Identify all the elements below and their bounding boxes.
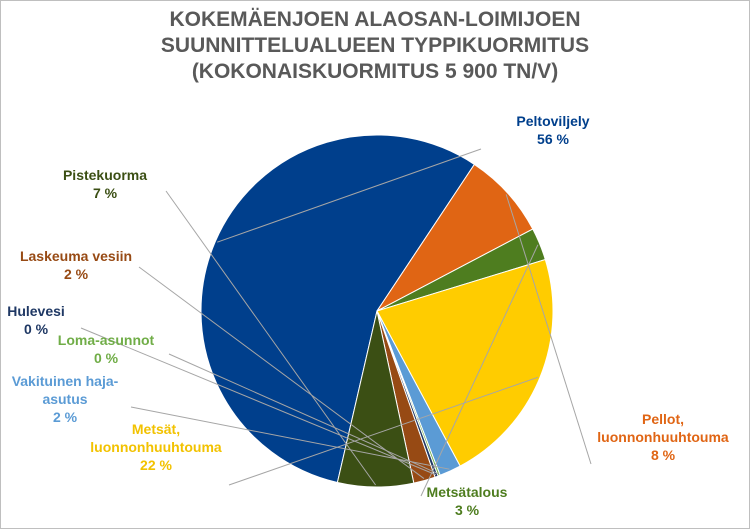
leader-line [505, 194, 592, 465]
slice-label: Hulevesi 0 % [7, 303, 65, 337]
slice-label: Metsätalous 3 % [427, 484, 508, 518]
chart-title: KOKEMÄENJOEN ALAOSAN-LOIMIJOEN SUUNNITTE… [1, 7, 749, 85]
pie-slice [336, 310, 415, 488]
leader-line [420, 244, 539, 497]
slice-label: Laskeuma vesiin 2 % [20, 248, 132, 282]
pie-slice [376, 258, 554, 467]
chart-title-line-1: KOKEMÄENJOEN ALAOSAN-LOIMIJOEN [169, 8, 581, 31]
chart-title-line-2: SUUNNITTELUALUEEN TYPPIKUORMITUS [160, 34, 590, 57]
slice-labels: Peltoviljely 56 % Pellot, luonnonhuuhtouma 8… [7, 113, 729, 518]
slice-label: Pistekuorma 7 % [63, 167, 147, 201]
leader-lines [80, 148, 592, 497]
slice-label: Metsät, luonnonhuuhtouma 22 % [90, 421, 222, 473]
slice-label: Vakituinen haja-asutus 2 % [12, 373, 119, 425]
slice-label: Pellot, luonnonhuuhtouma 8 % [597, 411, 729, 463]
leader-line [165, 190, 377, 486]
leader-line [217, 148, 482, 243]
pie-slice [200, 134, 476, 484]
leader-line [168, 353, 439, 475]
slice-label: Loma-asunnot 0 % [58, 332, 155, 366]
leader-line [138, 266, 425, 479]
leader-line [228, 376, 539, 486]
slice-label: Peltoviljely 56 % [516, 113, 589, 147]
chart-title-line-3: (KOKONAISKUORMITUS 5 900 TN/V) [191, 60, 559, 83]
leader-line [80, 327, 437, 476]
pie-slices [200, 134, 554, 488]
